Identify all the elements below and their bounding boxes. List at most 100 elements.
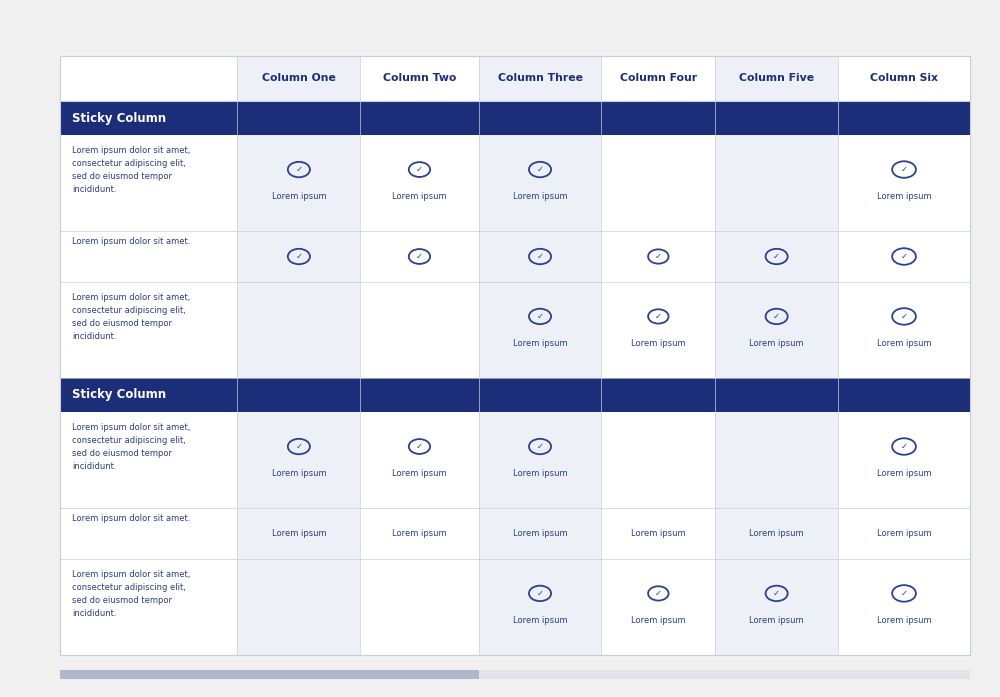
Bar — [60, 671, 970, 679]
Text: Lorem ipsum dolor sit amet,
consectetur adipiscing elit,
sed do eiusmod tempor
i: Lorem ipsum dolor sit amet, consectetur … — [72, 293, 191, 341]
Text: Column Four: Column Four — [620, 73, 697, 84]
Text: ✓: ✓ — [537, 252, 544, 261]
Text: ✓: ✓ — [416, 252, 423, 261]
Bar — [360, 56, 479, 101]
Text: ✓: ✓ — [773, 252, 780, 261]
Text: Lorem ipsum: Lorem ipsum — [877, 616, 931, 625]
Bar — [838, 412, 970, 508]
Bar — [60, 559, 237, 655]
Text: Lorem ipsum: Lorem ipsum — [749, 339, 804, 348]
Text: Lorem ipsum: Lorem ipsum — [631, 616, 686, 625]
Text: Lorem ipsum: Lorem ipsum — [877, 192, 931, 201]
Bar — [360, 559, 479, 655]
Bar — [60, 378, 970, 412]
Bar — [60, 508, 237, 559]
Text: Lorem ipsum: Lorem ipsum — [877, 469, 931, 478]
Bar — [838, 135, 970, 231]
Text: ✓: ✓ — [537, 165, 544, 174]
Bar — [479, 56, 601, 101]
Text: Lorem ipsum: Lorem ipsum — [392, 192, 447, 201]
Text: Column Three: Column Three — [498, 73, 583, 84]
Text: ✓: ✓ — [295, 165, 302, 174]
Bar — [360, 231, 479, 282]
Text: Lorem ipsum: Lorem ipsum — [392, 469, 447, 478]
Bar — [601, 135, 715, 231]
Bar — [715, 412, 838, 508]
Text: Lorem ipsum: Lorem ipsum — [272, 469, 326, 478]
Bar — [60, 412, 237, 508]
Bar — [237, 135, 360, 231]
Text: ✓: ✓ — [655, 312, 662, 321]
Text: ✓: ✓ — [537, 589, 544, 598]
Text: Column Five: Column Five — [739, 73, 814, 84]
Text: ✓: ✓ — [416, 165, 423, 174]
Bar — [60, 671, 479, 679]
Text: ✓: ✓ — [773, 589, 780, 598]
Bar — [479, 508, 601, 559]
Bar — [838, 282, 970, 378]
Text: Lorem ipsum: Lorem ipsum — [877, 529, 931, 538]
Text: ✓: ✓ — [295, 252, 302, 261]
Text: Lorem ipsum: Lorem ipsum — [272, 192, 326, 201]
Bar — [715, 135, 838, 231]
Bar — [479, 559, 601, 655]
Bar — [60, 231, 237, 282]
Text: Column Two: Column Two — [383, 73, 456, 84]
Bar — [601, 282, 715, 378]
Text: Lorem ipsum: Lorem ipsum — [272, 529, 326, 538]
Bar — [479, 412, 601, 508]
Bar — [601, 412, 715, 508]
Text: ✓: ✓ — [901, 589, 908, 598]
Text: Lorem ipsum: Lorem ipsum — [749, 616, 804, 625]
Text: ✓: ✓ — [901, 252, 908, 261]
Text: ✓: ✓ — [416, 442, 423, 451]
Text: Column Six: Column Six — [870, 73, 938, 84]
Text: Lorem ipsum dolor sit amet.: Lorem ipsum dolor sit amet. — [72, 514, 191, 523]
Text: ✓: ✓ — [901, 165, 908, 174]
Text: ✓: ✓ — [655, 252, 662, 261]
Bar — [237, 231, 360, 282]
Bar — [838, 559, 970, 655]
Bar — [237, 282, 360, 378]
Text: Lorem ipsum dolor sit amet.: Lorem ipsum dolor sit amet. — [72, 238, 191, 246]
Text: Lorem ipsum dolor sit amet,
consectetur adipiscing elit,
sed do eiusmod tempor
i: Lorem ipsum dolor sit amet, consectetur … — [72, 570, 191, 618]
Text: Lorem ipsum: Lorem ipsum — [877, 339, 931, 348]
Bar — [60, 56, 970, 655]
Bar — [479, 282, 601, 378]
Text: Sticky Column: Sticky Column — [72, 388, 167, 401]
Bar — [237, 559, 360, 655]
Bar — [360, 412, 479, 508]
Text: Lorem ipsum: Lorem ipsum — [749, 529, 804, 538]
Text: Lorem ipsum: Lorem ipsum — [392, 529, 447, 538]
Text: ✓: ✓ — [901, 312, 908, 321]
Bar — [838, 231, 970, 282]
Bar — [479, 135, 601, 231]
Text: Lorem ipsum dolor sit amet,
consectetur adipiscing elit,
sed do eiusmod tempor
i: Lorem ipsum dolor sit amet, consectetur … — [72, 146, 191, 194]
Bar — [360, 282, 479, 378]
Bar — [838, 508, 970, 559]
Bar — [479, 231, 601, 282]
Bar — [360, 508, 479, 559]
Text: ✓: ✓ — [655, 589, 662, 598]
Bar — [601, 508, 715, 559]
Text: ✓: ✓ — [773, 312, 780, 321]
Text: Lorem ipsum: Lorem ipsum — [513, 339, 567, 348]
Bar — [60, 101, 970, 135]
Bar — [60, 56, 970, 655]
Text: Lorem ipsum: Lorem ipsum — [631, 529, 686, 538]
Text: Lorem ipsum: Lorem ipsum — [631, 339, 686, 348]
Bar — [715, 231, 838, 282]
Bar — [237, 508, 360, 559]
Bar — [601, 559, 715, 655]
Bar — [60, 282, 237, 378]
Text: Lorem ipsum: Lorem ipsum — [513, 529, 567, 538]
Bar — [715, 559, 838, 655]
Text: ✓: ✓ — [537, 312, 544, 321]
Text: Lorem ipsum dolor sit amet,
consectetur adipiscing elit,
sed do eiusmod tempor
i: Lorem ipsum dolor sit amet, consectetur … — [72, 423, 191, 471]
Bar — [715, 56, 838, 101]
Text: Sticky Column: Sticky Column — [72, 112, 167, 125]
Bar — [601, 231, 715, 282]
Text: Lorem ipsum: Lorem ipsum — [513, 469, 567, 478]
Bar — [360, 135, 479, 231]
Bar — [838, 56, 970, 101]
